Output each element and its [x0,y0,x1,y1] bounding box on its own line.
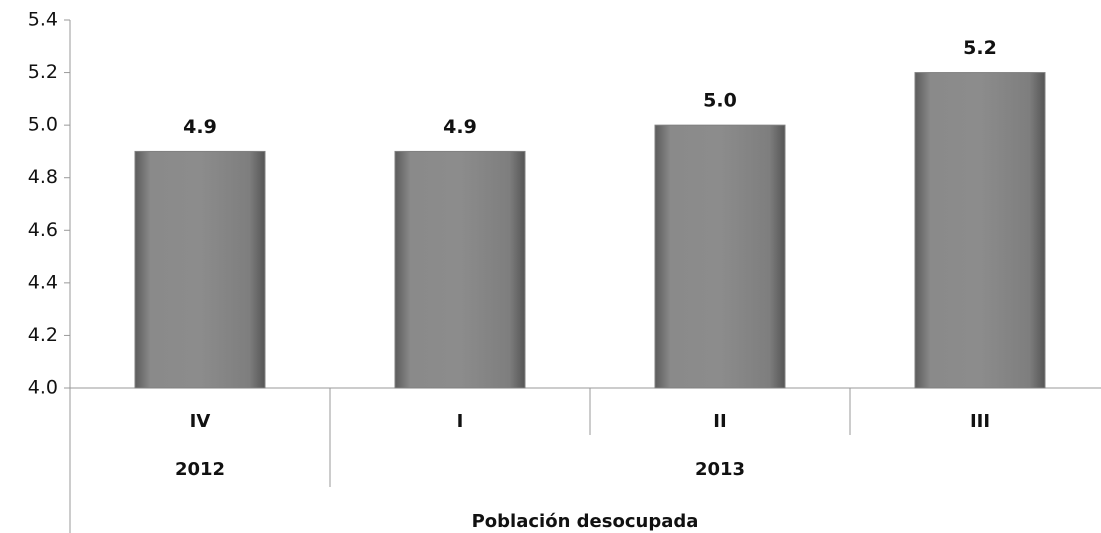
x-tick-label: III [970,411,990,432]
value-label: 4.9 [443,116,477,138]
y-tick-label: 5.4 [28,9,58,31]
y-tick-label: 5.2 [28,61,58,83]
bar [394,150,526,389]
y-tick-label: 4.6 [28,219,58,241]
y-tick-label: 4.0 [28,377,58,399]
bar [134,150,266,389]
group-label: 2012 [175,459,225,480]
y-tick-label: 4.8 [28,166,58,188]
group-label: 2013 [695,459,745,480]
bar [654,124,786,389]
x-tick-label: II [713,411,726,432]
bar [914,72,1046,389]
x-axis-title: Población desocupada [472,511,699,532]
y-tick-label: 4.4 [28,271,58,293]
value-label: 5.2 [963,37,997,59]
y-tick-label: 4.2 [28,324,58,346]
value-label: 4.9 [183,116,217,138]
x-tick-label: IV [190,411,211,432]
value-label: 5.0 [703,90,737,112]
y-tick-label: 5.0 [28,114,58,136]
x-tick-label: I [457,411,464,432]
